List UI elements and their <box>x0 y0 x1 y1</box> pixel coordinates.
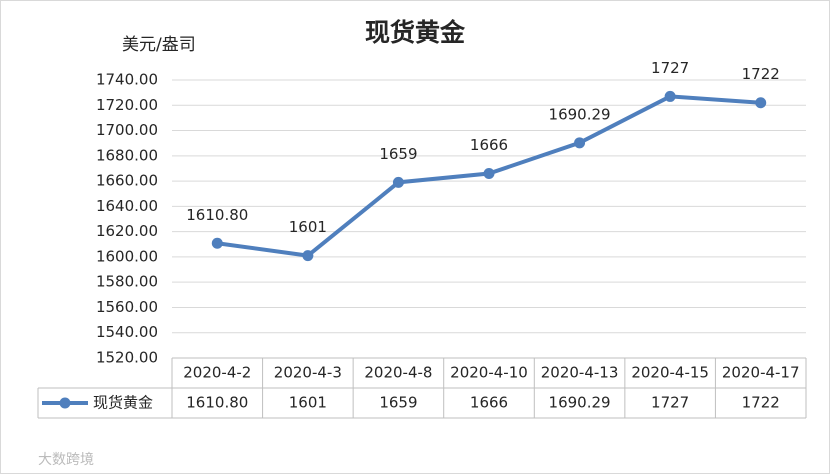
data-label: 1659 <box>379 145 417 163</box>
y-tick-label: 1620.00 <box>96 222 158 240</box>
table-value: 1690.29 <box>549 394 611 412</box>
data-label: 1690.29 <box>549 105 611 123</box>
x-tick-label: 2020-4-15 <box>631 364 709 382</box>
y-tick-label: 1660.00 <box>96 172 158 190</box>
x-tick-label: 2020-4-17 <box>722 364 800 382</box>
legend-marker <box>59 397 71 409</box>
data-point <box>302 250 314 262</box>
table-value: 1722 <box>742 394 780 412</box>
data-label: 1722 <box>742 65 780 83</box>
data-point <box>211 237 223 249</box>
y-tick-label: 1720.00 <box>96 96 158 114</box>
data-point <box>392 176 404 188</box>
x-tick-label: 2020-4-10 <box>450 364 528 382</box>
chart-title: 现货黄金 <box>365 18 466 47</box>
data-label: 1666 <box>470 136 508 154</box>
x-tick-label: 2020-4-8 <box>364 364 432 382</box>
y-tick-label: 1680.00 <box>96 146 158 164</box>
watermark: 大数跨境 <box>38 452 94 468</box>
y-tick-label: 1640.00 <box>96 197 158 215</box>
table-value: 1610.80 <box>186 394 248 412</box>
table-value: 1727 <box>651 394 689 412</box>
table-value: 1666 <box>470 394 508 412</box>
data-label: 1610.80 <box>186 206 248 224</box>
y-tick-label: 1600.00 <box>96 247 158 265</box>
table-value: 1659 <box>379 394 417 412</box>
y-tick-label: 1740.00 <box>96 71 158 89</box>
x-tick-label: 2020-4-3 <box>274 364 342 382</box>
y-tick-label: 1580.00 <box>96 273 158 291</box>
y-tick-label: 1560.00 <box>96 298 158 316</box>
x-tick-label: 2020-4-2 <box>183 364 251 382</box>
table-value: 1601 <box>289 394 327 412</box>
legend-label: 现货黄金 <box>93 394 153 412</box>
data-point <box>574 137 586 149</box>
data-point <box>755 97 767 109</box>
data-point <box>483 168 495 180</box>
data-label: 1601 <box>289 218 327 236</box>
y-tick-label: 1700.00 <box>96 121 158 139</box>
y-tick-label: 1520.00 <box>96 349 158 367</box>
data-point <box>664 90 676 102</box>
data-label: 1727 <box>651 59 689 77</box>
y-tick-label: 1540.00 <box>96 323 158 341</box>
y-axis-label: 美元/盎司 <box>122 35 196 55</box>
x-tick-label: 2020-4-13 <box>541 364 619 382</box>
